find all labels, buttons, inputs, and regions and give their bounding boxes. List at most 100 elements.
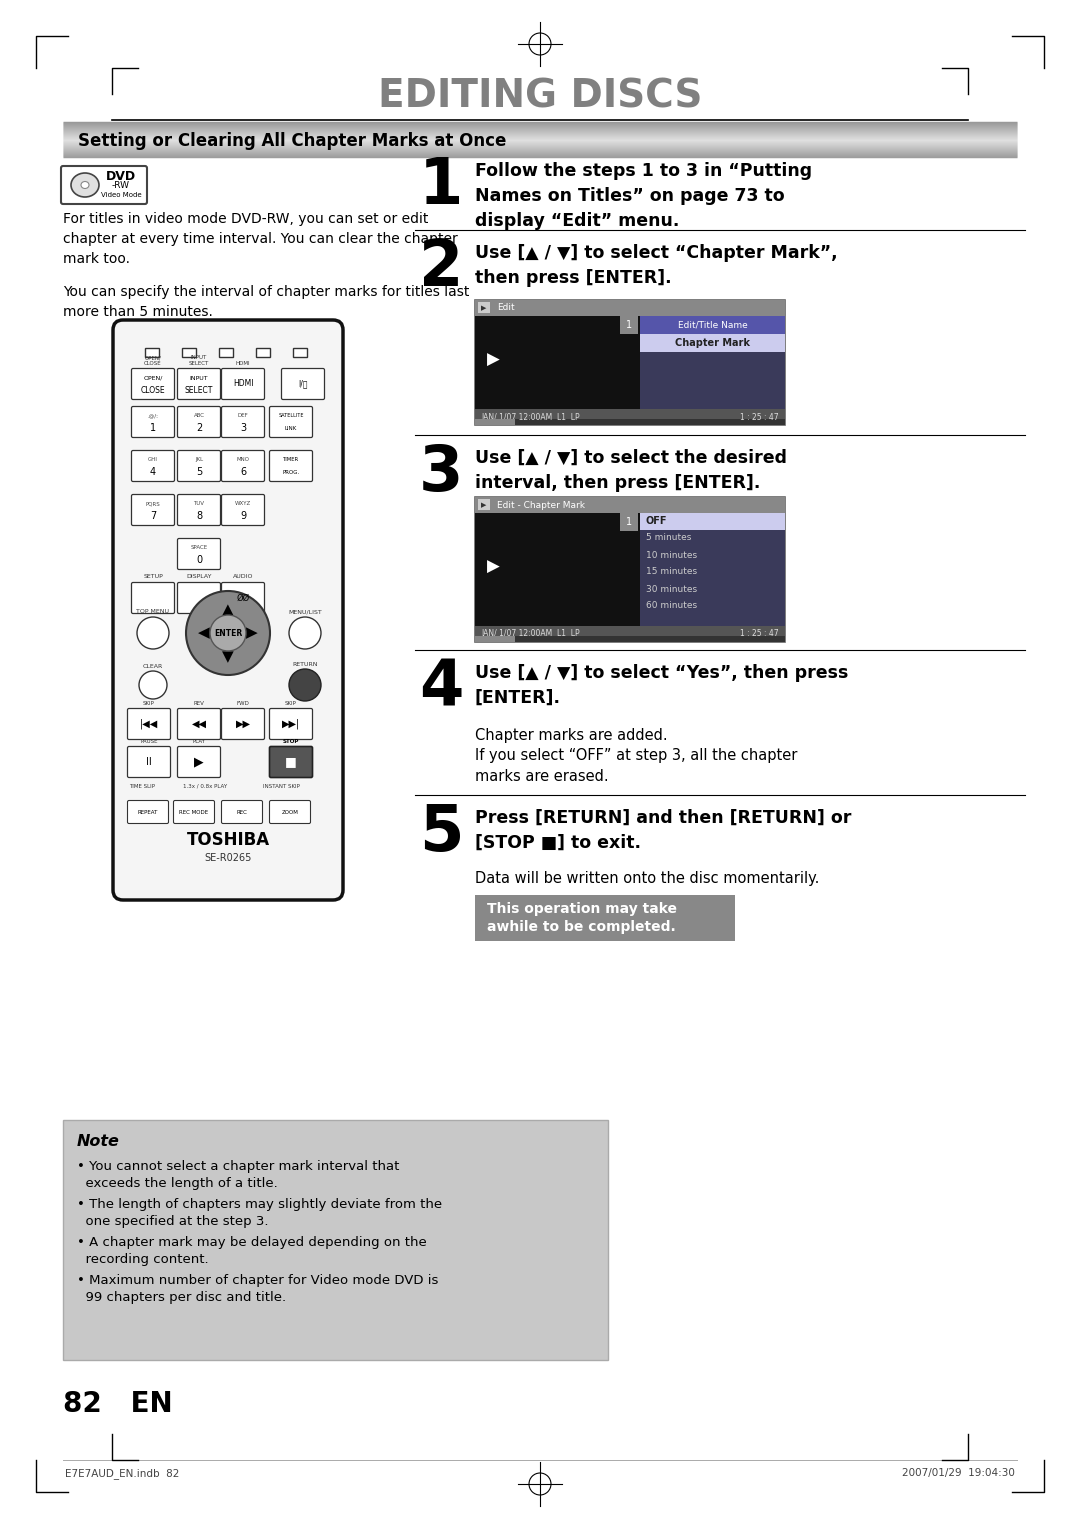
- Text: ▶: ▶: [482, 306, 487, 312]
- FancyBboxPatch shape: [270, 406, 312, 437]
- Circle shape: [289, 669, 321, 701]
- Text: 1: 1: [626, 516, 632, 527]
- Text: EDITING DISCS: EDITING DISCS: [378, 78, 702, 116]
- Text: 3: 3: [419, 442, 463, 504]
- Text: ENTER: ENTER: [214, 628, 242, 637]
- Text: REC MODE: REC MODE: [179, 810, 208, 814]
- Text: 2007/01/29  19:04:30: 2007/01/29 19:04:30: [902, 1468, 1015, 1478]
- FancyBboxPatch shape: [270, 801, 311, 824]
- Text: 1: 1: [150, 423, 157, 432]
- FancyBboxPatch shape: [270, 747, 312, 778]
- Bar: [640, 513, 785, 626]
- Text: PQRS: PQRS: [146, 501, 160, 506]
- Text: II: II: [146, 756, 152, 767]
- FancyBboxPatch shape: [177, 451, 220, 481]
- FancyBboxPatch shape: [270, 451, 312, 481]
- Text: ▶: ▶: [487, 558, 499, 576]
- Text: AUDIO: AUDIO: [233, 575, 253, 579]
- FancyBboxPatch shape: [221, 368, 265, 399]
- Text: 4: 4: [419, 657, 463, 720]
- Text: WXYZ: WXYZ: [234, 501, 252, 506]
- Text: TIMER: TIMER: [283, 457, 299, 463]
- Bar: [640, 513, 785, 530]
- Text: Use [▲ / ▼] to select “Yes”, then press
[ENTER].: Use [▲ / ▼] to select “Yes”, then press …: [475, 665, 849, 707]
- Text: ▼: ▼: [222, 649, 234, 663]
- Text: 5 minutes: 5 minutes: [646, 533, 691, 542]
- Bar: [475, 410, 785, 425]
- Bar: [475, 316, 785, 410]
- Text: ▶▶|: ▶▶|: [282, 718, 300, 729]
- Bar: [293, 348, 307, 358]
- Text: 3: 3: [240, 423, 246, 432]
- Circle shape: [289, 617, 321, 649]
- Bar: [640, 335, 785, 351]
- Text: 7: 7: [150, 512, 157, 521]
- Text: 2: 2: [195, 423, 202, 432]
- Bar: [475, 636, 785, 642]
- Bar: [475, 419, 515, 425]
- FancyBboxPatch shape: [132, 406, 175, 437]
- Text: 6: 6: [240, 468, 246, 477]
- FancyBboxPatch shape: [132, 368, 175, 399]
- Text: 4: 4: [150, 468, 157, 477]
- FancyBboxPatch shape: [127, 747, 171, 778]
- Text: OPEN/
CLOSE: OPEN/ CLOSE: [145, 354, 162, 367]
- Bar: [145, 348, 159, 358]
- Text: Use [▲ / ▼] to select the desired
interval, then press [ENTER].: Use [▲ / ▼] to select the desired interv…: [475, 449, 787, 492]
- Text: Video Mode: Video Mode: [100, 193, 141, 199]
- Text: SE-R0265: SE-R0265: [204, 853, 252, 863]
- FancyBboxPatch shape: [282, 368, 324, 399]
- Text: ▶: ▶: [194, 755, 204, 769]
- Text: ▶: ▶: [246, 625, 258, 640]
- FancyBboxPatch shape: [113, 319, 343, 900]
- Text: 60 minutes: 60 minutes: [646, 602, 697, 611]
- Text: Follow the steps 1 to 3 in “Putting
Names on Titles” on page 73 to
display “Edit: Follow the steps 1 to 3 in “Putting Name…: [475, 162, 812, 231]
- Text: You can specify the interval of chapter marks for titles last
more than 5 minute: You can specify the interval of chapter …: [63, 286, 470, 319]
- FancyBboxPatch shape: [177, 406, 220, 437]
- Text: 9: 9: [240, 512, 246, 521]
- Circle shape: [137, 617, 168, 649]
- FancyBboxPatch shape: [60, 167, 147, 205]
- Text: SELECT: SELECT: [185, 385, 213, 394]
- Text: REPEAT: REPEAT: [138, 810, 158, 814]
- Bar: [183, 348, 195, 358]
- Bar: [640, 316, 785, 410]
- Text: Edit: Edit: [497, 304, 515, 313]
- Text: PROG.: PROG.: [282, 469, 299, 475]
- Text: If you select “OFF” at step 3, all the chapter
marks are erased.: If you select “OFF” at step 3, all the c…: [475, 749, 797, 784]
- FancyBboxPatch shape: [177, 368, 220, 399]
- Text: OPEN/: OPEN/: [144, 376, 163, 380]
- Text: HDMI: HDMI: [233, 379, 253, 388]
- Text: ◀: ◀: [198, 625, 210, 640]
- Bar: [475, 497, 785, 642]
- Text: MENU/LIST: MENU/LIST: [288, 610, 322, 614]
- Text: PAUSE: PAUSE: [140, 740, 158, 744]
- Text: Note: Note: [77, 1134, 120, 1149]
- Text: SPACE: SPACE: [190, 545, 207, 550]
- Text: For titles in video mode DVD-RW, you can set or edit
chapter at every time inter: For titles in video mode DVD-RW, you can…: [63, 212, 458, 266]
- Text: |◀◀: |◀◀: [140, 718, 158, 729]
- Ellipse shape: [81, 182, 89, 188]
- FancyBboxPatch shape: [221, 451, 265, 481]
- FancyBboxPatch shape: [63, 1120, 608, 1360]
- Text: 30 minutes: 30 minutes: [646, 585, 697, 593]
- Text: SATELLITE: SATELLITE: [279, 414, 303, 419]
- Text: 5: 5: [419, 802, 463, 863]
- Bar: [256, 348, 270, 358]
- Text: ABC: ABC: [193, 414, 204, 419]
- FancyBboxPatch shape: [177, 538, 220, 570]
- Text: 1 : 25 : 47: 1 : 25 : 47: [741, 413, 779, 422]
- Text: HDMI: HDMI: [235, 361, 251, 367]
- Text: FWD: FWD: [237, 701, 249, 706]
- Text: ▶: ▶: [482, 503, 487, 507]
- Text: OFF: OFF: [646, 516, 667, 526]
- Text: • A chapter mark may be delayed depending on the
  recording content.: • A chapter mark may be delayed dependin…: [77, 1236, 427, 1267]
- Bar: [475, 299, 785, 316]
- Bar: [475, 419, 785, 425]
- FancyBboxPatch shape: [177, 747, 220, 778]
- FancyBboxPatch shape: [127, 801, 168, 824]
- Bar: [478, 303, 490, 313]
- Text: 82   EN: 82 EN: [63, 1390, 173, 1418]
- Text: TIME SLIP: TIME SLIP: [129, 784, 156, 788]
- Text: TOP MENU: TOP MENU: [136, 610, 170, 614]
